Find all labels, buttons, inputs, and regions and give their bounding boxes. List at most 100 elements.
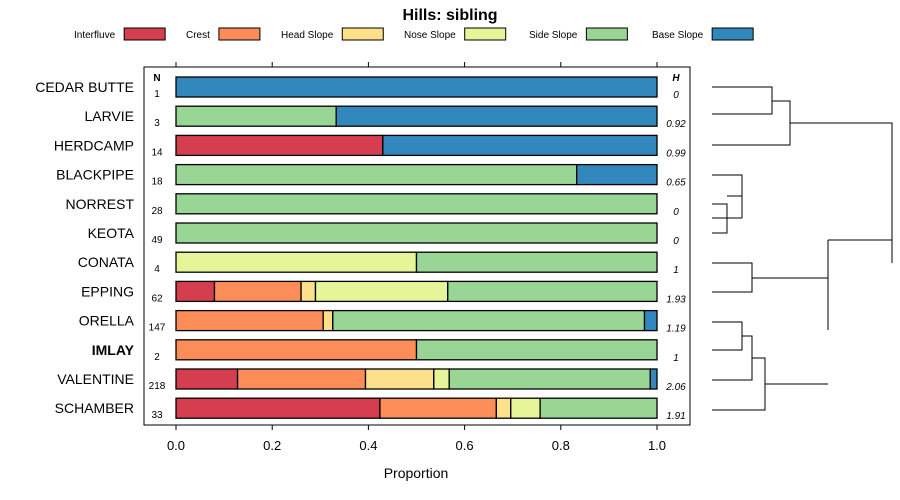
h-value: 0.92 (666, 119, 686, 130)
legend-label-side-slope: Side Slope (529, 30, 578, 41)
dendrogram (712, 86, 893, 411)
h-value: 0.65 (666, 178, 686, 189)
dendrogram-branch (712, 321, 743, 351)
x-axis-label: Proportion (384, 465, 449, 481)
n-value: 4 (154, 264, 160, 275)
bar-segment-side-slope (175, 163, 578, 186)
h-value: 1 (673, 353, 679, 364)
bar-segment-side-slope (175, 105, 337, 127)
bar-segment-nose-slope (175, 251, 418, 273)
x-tick-label: 1.0 (648, 438, 666, 453)
bar-segment-crest (236, 368, 367, 390)
x-tick-label: 0.0 (167, 438, 185, 453)
dendrogram-branch (712, 86, 773, 115)
bar-segment-base-slope (643, 309, 658, 332)
dendrogram-branch (712, 335, 753, 381)
row-imlay: IMLAY 2 1 (92, 339, 679, 364)
plot-frame (143, 66, 691, 426)
h-value: 0.99 (666, 148, 686, 159)
x-tick-label: 0.2 (263, 438, 281, 453)
h-value: 0 (673, 90, 679, 101)
n-value: 3 (154, 118, 160, 129)
legend-label-base-slope: Base Slope (652, 30, 704, 41)
bar-segment-crest (175, 309, 324, 332)
bar-segment-interfluve (175, 397, 381, 419)
legend-swatch-base-slope (711, 27, 754, 41)
row-blackpipe: BLACKPIPE 18 0.65 (56, 163, 686, 189)
row-conata: CONATA 4 1 (78, 251, 679, 276)
h-value: 1.19 (666, 324, 686, 335)
row-schamber: SCHAMBER 33 1.91 (55, 397, 686, 422)
bar-segment-crest (379, 397, 497, 419)
n-value: 18 (151, 177, 163, 188)
bar-segment-base-slope (175, 76, 658, 98)
bar-segment-base-slope (382, 134, 658, 157)
n-value: 218 (149, 381, 166, 392)
legend-swatch-interfluve (123, 27, 166, 41)
dendrogram-branch (712, 174, 743, 218)
x-tick-label: 0.4 (359, 438, 377, 453)
bar-segment-side-slope (175, 193, 658, 215)
x-tick-label: 0.8 (552, 438, 570, 453)
row-label: IMLAY (92, 342, 135, 358)
legend-label-head-slope: Head Slope (281, 30, 334, 41)
legend-label-nose-slope: Nose Slope (404, 30, 456, 41)
row-larvie: LARVIE 3 0.92 (84, 105, 686, 130)
h-value: 1.91 (666, 411, 685, 422)
bar-segment-head-slope (495, 397, 512, 419)
legend-swatch-crest (218, 27, 261, 41)
row-norrest: NORREST 28 0 (66, 193, 679, 218)
dendrogram-branch (752, 277, 829, 330)
bar-segment-base-slope (576, 163, 658, 186)
bar-segment-side-slope (539, 397, 658, 419)
n-value: 33 (151, 410, 163, 421)
bar-segment-crest (213, 280, 302, 303)
dendrogram-branch (712, 195, 742, 234)
bar-segment-side-slope (447, 280, 658, 303)
dendrogram-branch (712, 262, 753, 293)
h-value: 0 (673, 207, 679, 218)
n-value: 49 (151, 235, 163, 246)
row-label: BLACKPIPE (56, 167, 134, 183)
x-axis: 0.0 0.2 0.4 0.6 0.8 1.0 (167, 62, 666, 453)
bar-segment-interfluve (175, 134, 384, 157)
chart-title: Hills: sibling (402, 7, 497, 24)
dendrogram-branch (790, 122, 893, 263)
bar-segment-nose-slope (314, 280, 449, 303)
bar-segment-head-slope (364, 368, 435, 390)
row-label: CEDAR BUTTE (35, 79, 134, 95)
h-column-header: H (672, 73, 680, 84)
row-valentine: VALENTINE 218 2.06 (57, 368, 686, 393)
row-label: EPPING (81, 283, 134, 299)
bar-segment-nose-slope (433, 368, 450, 390)
row-label: LARVIE (84, 108, 134, 124)
n-value: 14 (151, 147, 163, 158)
bar-segment-side-slope (332, 309, 646, 332)
h-value: 1.93 (666, 294, 686, 305)
row-epping: EPPING 62 1.93 (81, 280, 686, 305)
bar-segment-head-slope (322, 309, 334, 332)
legend-swatch-head-slope (341, 27, 384, 41)
dendrogram-branch (712, 357, 766, 411)
bar-segment-side-slope (415, 251, 658, 273)
bar-segment-side-slope (415, 339, 658, 361)
h-value: 1 (673, 265, 679, 276)
n-value: 147 (149, 323, 166, 334)
row-label: ORELLA (79, 313, 135, 329)
bar-segment-crest (175, 339, 418, 361)
bar-segment-base-slope (649, 368, 658, 390)
bar-segment-interfluve (175, 368, 239, 390)
bar-segment-head-slope (300, 280, 317, 303)
row-keota: KEOTA 49 0 (88, 222, 679, 247)
row-label: SCHAMBER (55, 400, 134, 416)
bar-segment-nose-slope (510, 397, 541, 419)
row-orella: ORELLA 147 1.19 (79, 309, 686, 335)
row-herdcamp: HERDCAMP 14 0.99 (54, 134, 686, 159)
row-label: CONATA (78, 254, 135, 270)
legend-label-crest: Crest (186, 30, 210, 41)
legend-label-interfluve: Interfluve (74, 30, 116, 41)
bar-segment-side-slope (175, 222, 658, 244)
n-value: 2 (154, 352, 160, 363)
